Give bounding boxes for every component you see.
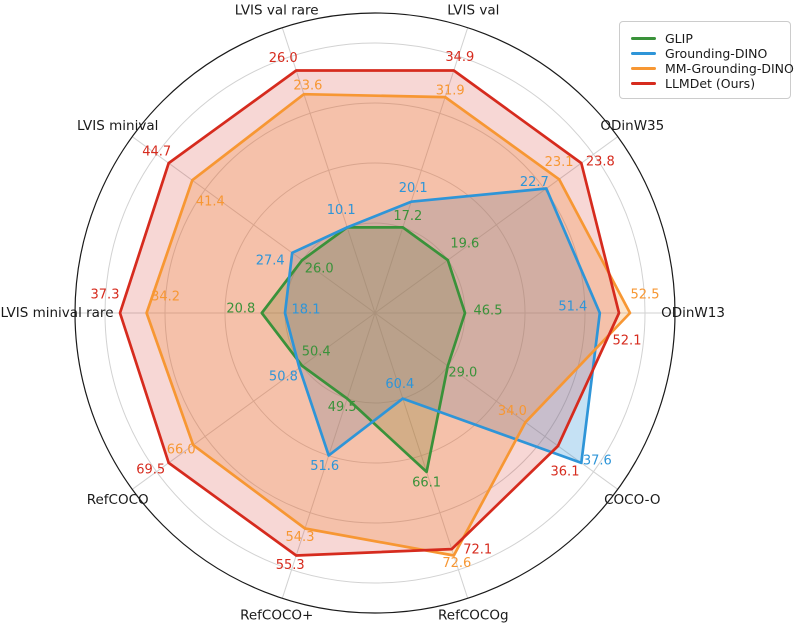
value-label-llmdet-ours-refcocog: 72.1: [463, 543, 492, 558]
legend-label-grounding-dino: Grounding-DINO: [665, 46, 768, 61]
value-label-grounding-dino-lvis-minival-rare: 18.1: [292, 303, 321, 318]
value-label-mm-grounding-dino-lvis-minival-rare: 34.2: [151, 290, 180, 305]
value-label-grounding-dino-refcoco: 50.8: [269, 369, 298, 384]
legend-item-grounding-dino: Grounding-DINO: [631, 46, 779, 61]
value-label-glip-lvis-minival-rare: 20.8: [226, 302, 255, 317]
value-label-grounding-dino-lvis-val-rare: 10.1: [327, 203, 356, 218]
axis-label-coco-o: COCO-O: [604, 492, 660, 508]
legend-item-llmdet: LLMDet (Ours): [631, 76, 779, 91]
series-outline-grounding-dino: [283, 187, 602, 465]
series-area-grounding-dino: [285, 188, 600, 463]
outer-circle: [74, 12, 676, 614]
value-label-grounding-dino-refcocog: 60.4: [385, 377, 414, 392]
value-label-glip-refcoco: 49.5: [328, 400, 357, 415]
value-label-glip-coco-o: 29.0: [448, 365, 477, 380]
axis-label-refcocog: RefCOCOg: [438, 607, 509, 623]
value-label-glip-lvis-val: 17.2: [393, 209, 422, 224]
legend-item-mm-grounding-dino: MM-Grounding-DINO: [631, 61, 794, 76]
value-label-llmdet-ours-odinw35: 23.8: [586, 155, 615, 170]
grid-spoke: [374, 136, 618, 314]
value-label-llmdet-ours-lvis-minival: 44.7: [142, 145, 171, 160]
value-label-llmdet-ours-lvis-val: 34.9: [445, 50, 474, 65]
grid-spoke: [132, 136, 376, 314]
axis-label-refcoco: RefCOCO: [87, 492, 149, 508]
grid-spoke: [374, 312, 618, 490]
grid-spoke: [281, 27, 376, 314]
grid-spoke: [374, 312, 469, 599]
value-label-grounding-dino-coco-o: 37.6: [583, 453, 612, 468]
series-area-llmdet-ours: [120, 70, 619, 556]
axis-label-lvis-val: LVIS val: [447, 3, 499, 19]
series-area-glip: [261, 227, 465, 472]
value-label-grounding-dino-odinw35: 22.7: [520, 175, 549, 190]
value-label-llmdet-ours-odinw13: 52.1: [613, 334, 642, 349]
axis-label-odinw13: ODinW13: [661, 305, 725, 321]
legend-swatch-llmdet: [631, 82, 656, 85]
value-label-mm-grounding-dino-lvis-minival: 41.4: [196, 195, 225, 210]
series-outline-mm-grounding-dino: [145, 92, 632, 557]
axis-label-lvis-minival: LVIS minival: [77, 118, 158, 134]
value-label-llmdet-ours-lvis-val-rare: 26.0: [269, 51, 298, 66]
value-label-llmdet-ours-lvis-minival-rare: 37.3: [91, 288, 120, 303]
value-label-mm-grounding-dino-lvis-val-rare: 23.6: [293, 79, 322, 94]
value-label-grounding-dino-lvis-minival: 27.4: [256, 253, 285, 268]
value-label-mm-grounding-dino-odinw13: 52.5: [631, 288, 660, 303]
value-label-llmdet-ours-refcoco: 55.3: [276, 558, 305, 573]
value-label-glip-refcocog: 66.1: [412, 475, 441, 490]
legend-label-glip: GLIP: [665, 31, 693, 46]
series-outline-llmdet-ours: [118, 69, 621, 557]
value-label-mm-grounding-dino-refcoco: 66.0: [167, 443, 196, 458]
value-label-grounding-dino-lvis-val: 20.1: [399, 181, 428, 196]
series-outline-glip: [260, 226, 467, 474]
value-label-mm-grounding-dino-refcocog: 72.6: [442, 556, 471, 571]
value-label-mm-grounding-dino-lvis-val: 31.9: [436, 84, 465, 99]
axis-label-refcoco: RefCOCO+: [240, 607, 313, 623]
legend-swatch-grounding-dino: [631, 52, 656, 55]
axis-label-lvis-minival-rare: LVIS minival rare: [0, 305, 113, 321]
series-area-mm-grounding-dino: [146, 94, 630, 556]
value-label-llmdet-ours-refcoco: 69.5: [136, 462, 165, 477]
value-label-mm-grounding-dino-odinw35: 23.1: [545, 155, 574, 170]
value-label-glip-odinw13: 46.5: [474, 304, 503, 319]
value-label-glip-odinw35: 19.6: [450, 237, 479, 252]
value-label-mm-grounding-dino-refcoco: 54.3: [286, 530, 315, 545]
legend-item-glip: GLIP: [631, 31, 779, 46]
legend-swatch-mm-grounding-dino: [631, 67, 656, 70]
legend-label-mm-grounding-dino: MM-Grounding-DINO: [665, 61, 794, 76]
value-label-grounding-dino-refcoco: 51.6: [310, 459, 339, 474]
value-label-llmdet-ours-coco-o: 36.1: [551, 465, 580, 480]
value-label-mm-grounding-dino-coco-o: 34.0: [498, 404, 527, 419]
grid-spoke: [132, 312, 376, 490]
legend: GLIP Grounding-DINO MM-Grounding-DINO LL…: [619, 21, 794, 99]
axis-label-lvis-val-rare: LVIS val rare: [235, 3, 319, 19]
value-label-grounding-dino-odinw13: 51.4: [558, 300, 587, 315]
grid-spoke: [374, 27, 469, 314]
legend-swatch-glip: [631, 37, 656, 40]
value-label-glip-lvis-minival: 26.0: [305, 262, 334, 277]
value-label-glip-refcoco: 50.4: [302, 344, 331, 359]
legend-label-llmdet: LLMDet (Ours): [665, 76, 756, 91]
axis-label-odinw35: ODinW35: [600, 118, 664, 134]
